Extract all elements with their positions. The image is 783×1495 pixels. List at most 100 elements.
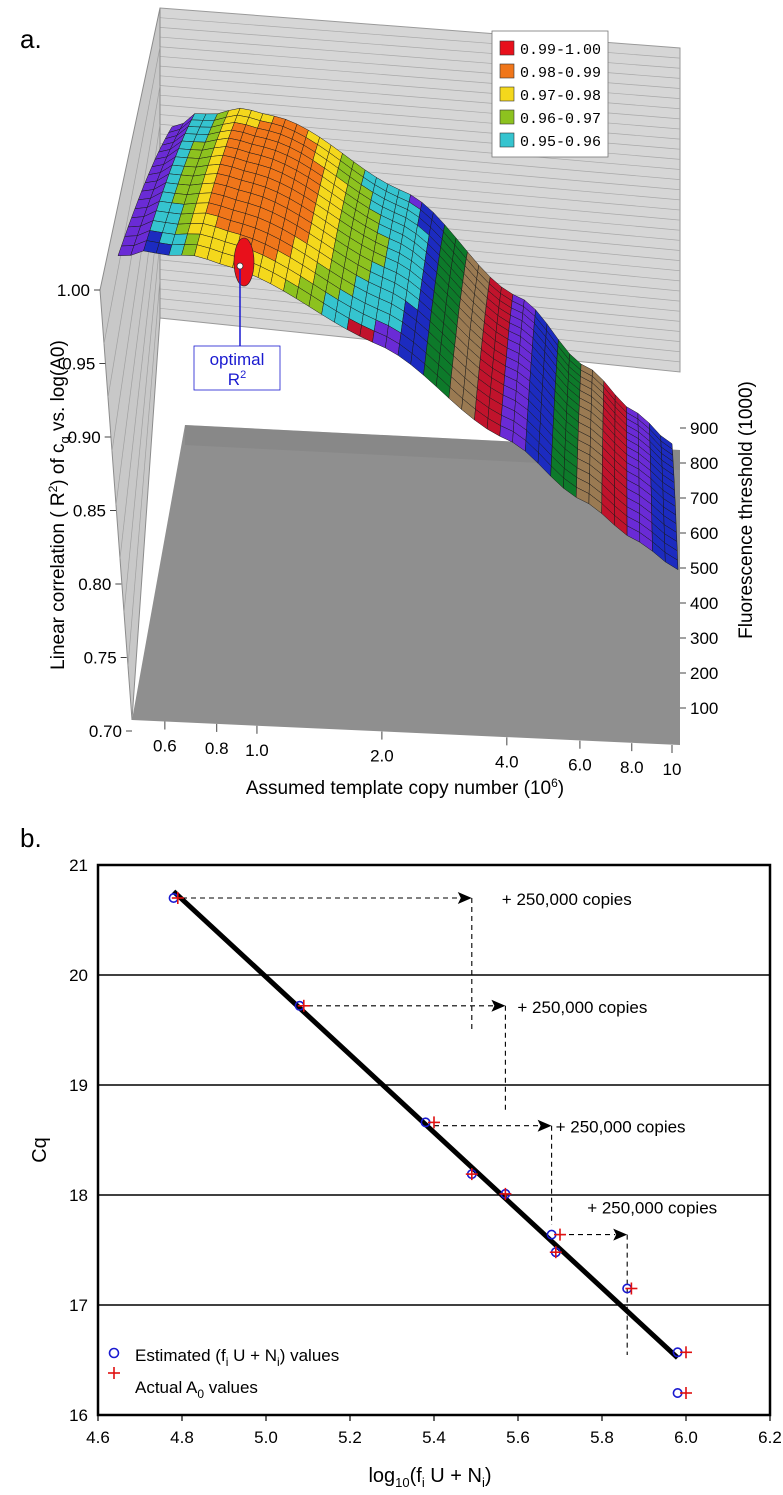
y-tick-label: 900 bbox=[690, 419, 718, 438]
legend-label: 0.96-0.97 bbox=[520, 111, 601, 128]
shift-arrow-label: + 250,000 copies bbox=[556, 1118, 686, 1137]
actual-point bbox=[428, 1116, 440, 1129]
y-tick-label: 20 bbox=[69, 966, 88, 985]
x-axis-ticks-b: 4.6 4.8 5.0 5.2 5.4 5.6 5.8 6.0 6.2 bbox=[86, 1415, 782, 1447]
r2-surface bbox=[117, 107, 679, 571]
horizontal-gridlines bbox=[98, 974, 770, 1306]
x-tick-label: 2.0 bbox=[370, 747, 394, 766]
left-gridline bbox=[103, 46, 161, 344]
actual-point bbox=[297, 999, 310, 1012]
actual-point bbox=[465, 1168, 478, 1181]
panel-a-3d-surface: a. optimal R2 0.99-1.00 0.98-0.99 0.97-0.9… bbox=[20, 7, 757, 799]
y-axis-ticks-b: 16 17 18 19 20 21 bbox=[69, 856, 88, 1425]
optimal-r2-marker: optimal R2 bbox=[193, 262, 281, 391]
z-tick-label: 0.70 bbox=[89, 722, 122, 741]
actual-point bbox=[549, 1246, 562, 1259]
legend-swatch bbox=[499, 63, 515, 79]
x-tick-label: 5.0 bbox=[254, 1428, 278, 1447]
y-tick-label: 200 bbox=[690, 664, 718, 683]
actual-point bbox=[499, 1187, 512, 1200]
legend-swatch bbox=[499, 40, 515, 56]
y-tick-label: 700 bbox=[690, 489, 718, 508]
data-points bbox=[168, 892, 692, 1399]
actual-point bbox=[680, 1387, 692, 1399]
panel-b-scatter: b. 16 17 18 19 20 21 4.6 4.8 5.0 5.2 5.4 5.6 5.8 6.0… bbox=[20, 823, 782, 1490]
x-tick-label: 4.8 bbox=[170, 1428, 194, 1447]
actual-point bbox=[625, 1282, 638, 1295]
legend-b: Estimated (fi U + Ni) values Actual A0 v… bbox=[108, 1346, 339, 1401]
z-axis-ticks: 1.00 0.95 0.90 0.85 0.80 0.75 0.70 bbox=[57, 281, 132, 741]
y-tick-label: 100 bbox=[690, 699, 718, 718]
legend-swatch bbox=[499, 86, 515, 102]
z-axis-label: Linear correlation ( R2) of cq vs. log(A… bbox=[46, 340, 72, 670]
x-tick-label: 6.2 bbox=[758, 1428, 782, 1447]
y-tick-label: 800 bbox=[690, 454, 718, 473]
x-axis-label-a: Assumed template copy number (106) bbox=[246, 776, 564, 799]
x-tick-label: 5.2 bbox=[338, 1428, 362, 1447]
optimal-r2-label: optimal bbox=[210, 350, 265, 369]
x-tick-label: 4.0 bbox=[495, 752, 519, 771]
regression-line bbox=[171, 889, 680, 1360]
y-tick-label: 500 bbox=[690, 559, 718, 578]
floor bbox=[132, 425, 680, 745]
left-gridline bbox=[127, 279, 161, 667]
x-tick-label: 4.6 bbox=[86, 1428, 110, 1447]
z-tick-label: 0.75 bbox=[84, 649, 117, 668]
legend-label: 0.98-0.99 bbox=[520, 65, 601, 82]
shift-arrow-label: + 250,000 copies bbox=[587, 1199, 717, 1218]
z-tick-label: 0.85 bbox=[73, 502, 106, 521]
x-tick-label: 1.0 bbox=[245, 741, 269, 760]
y-axis-label-a: Fluorescence threshold (1000) bbox=[736, 381, 757, 639]
y-tick-label: 19 bbox=[69, 1076, 88, 1095]
z-tick-label: 0.95 bbox=[62, 355, 95, 374]
x-tick-label: 5.8 bbox=[590, 1428, 614, 1447]
left-gridline bbox=[123, 240, 161, 613]
x-tick-label: 0.6 bbox=[153, 737, 177, 756]
y-tick-label: 21 bbox=[69, 856, 88, 875]
x-tick-label: 8.0 bbox=[620, 758, 644, 777]
shift-arrow-head bbox=[491, 999, 506, 1012]
left-wall bbox=[99, 7, 161, 721]
legend-r2-bins: 0.99-1.00 0.98-0.99 0.97-0.98 0.96-0.97 0.95… bbox=[491, 30, 609, 158]
y-tick-label: 600 bbox=[690, 524, 718, 543]
x-tick-label: 6.0 bbox=[674, 1428, 698, 1447]
x-axis-ticks-a: 0.6 0.8 1.0 2.0 4.0 6.0 8.0 10 bbox=[153, 721, 682, 779]
legend-label: 0.99-1.00 bbox=[520, 42, 601, 59]
legend-label: 0.97-0.98 bbox=[520, 88, 601, 105]
optimal-r2-box bbox=[193, 345, 281, 391]
peak-region bbox=[233, 237, 255, 287]
surface-cell bbox=[664, 551, 679, 571]
z-tick-label: 1.00 bbox=[57, 281, 90, 300]
legend-swatch bbox=[499, 132, 515, 148]
shift-arrows: + 250,000 copies + 250,000 copies + 250,00… bbox=[182, 890, 717, 1355]
x-axis-label-b: log10(fi U + Ni) bbox=[368, 1465, 491, 1490]
shift-arrow-head bbox=[613, 1228, 628, 1241]
x-tick-label: 5.4 bbox=[422, 1428, 446, 1447]
y-axis-label-b: Cq bbox=[29, 1137, 51, 1163]
y-axis-ticks-a: 900 800 700 600 500 400 300 200 100 bbox=[680, 419, 718, 718]
x-tick-label: 10 bbox=[663, 760, 682, 779]
left-gridline bbox=[119, 201, 161, 559]
y-tick-label: 400 bbox=[690, 594, 718, 613]
panel-b-label: b. bbox=[20, 823, 42, 853]
actual-point bbox=[554, 1228, 566, 1241]
z-tick-label: 0.90 bbox=[68, 428, 101, 447]
legend-text-estimated: Estimated (fi U + Ni) values bbox=[135, 1346, 339, 1369]
actual-point bbox=[171, 892, 184, 904]
shift-arrow-head bbox=[457, 892, 472, 904]
legend-marker-estimated bbox=[108, 1347, 120, 1359]
shift-arrow-label: + 250,000 copies bbox=[502, 890, 632, 909]
x-tick-label: 0.8 bbox=[205, 739, 229, 758]
plot-frame bbox=[96, 863, 772, 1417]
y-tick-label: 16 bbox=[69, 1406, 88, 1425]
fit-line bbox=[171, 889, 680, 1360]
y-tick-label: 300 bbox=[690, 629, 718, 648]
shift-arrow-label: + 250,000 copies bbox=[517, 998, 647, 1017]
actual-point bbox=[680, 1346, 692, 1359]
legend-swatch bbox=[499, 109, 515, 125]
legend-label: 0.95-0.96 bbox=[520, 134, 601, 151]
shift-arrow-head bbox=[537, 1119, 552, 1132]
z-tick-label: 0.80 bbox=[78, 575, 111, 594]
y-tick-label: 18 bbox=[69, 1186, 88, 1205]
